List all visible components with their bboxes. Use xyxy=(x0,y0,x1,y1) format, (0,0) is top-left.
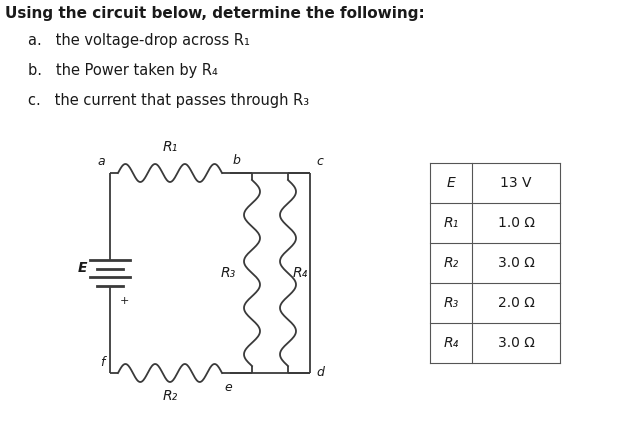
Text: b: b xyxy=(233,154,241,167)
Text: 1.0 Ω: 1.0 Ω xyxy=(497,216,534,230)
Text: R₂: R₂ xyxy=(443,256,458,270)
Text: R₄: R₄ xyxy=(293,266,308,280)
Text: f: f xyxy=(100,356,105,369)
Text: R₄: R₄ xyxy=(443,336,458,350)
Text: c.   the current that passes through R₃: c. the current that passes through R₃ xyxy=(28,93,309,108)
Text: R₁: R₁ xyxy=(443,216,458,230)
Text: E: E xyxy=(77,261,87,275)
Text: Using the circuit below, determine the following:: Using the circuit below, determine the f… xyxy=(5,6,424,21)
Text: 3.0 Ω: 3.0 Ω xyxy=(498,256,534,270)
Text: R₃: R₃ xyxy=(443,296,458,310)
Text: e: e xyxy=(224,381,232,394)
Text: 2.0 Ω: 2.0 Ω xyxy=(498,296,534,310)
Text: R₁: R₁ xyxy=(162,140,177,154)
Text: a: a xyxy=(97,155,105,168)
Text: c: c xyxy=(316,155,323,168)
Text: +: + xyxy=(119,296,129,306)
Text: R₃: R₃ xyxy=(221,266,236,280)
Text: 3.0 Ω: 3.0 Ω xyxy=(498,336,534,350)
Text: a.   the voltage-drop across R₁: a. the voltage-drop across R₁ xyxy=(28,33,250,48)
Text: 13 V: 13 V xyxy=(500,176,532,190)
Text: E: E xyxy=(446,176,455,190)
Text: d: d xyxy=(316,366,324,380)
Text: R₂: R₂ xyxy=(162,389,177,403)
Text: b.   the Power taken by R₄: b. the Power taken by R₄ xyxy=(28,63,218,78)
